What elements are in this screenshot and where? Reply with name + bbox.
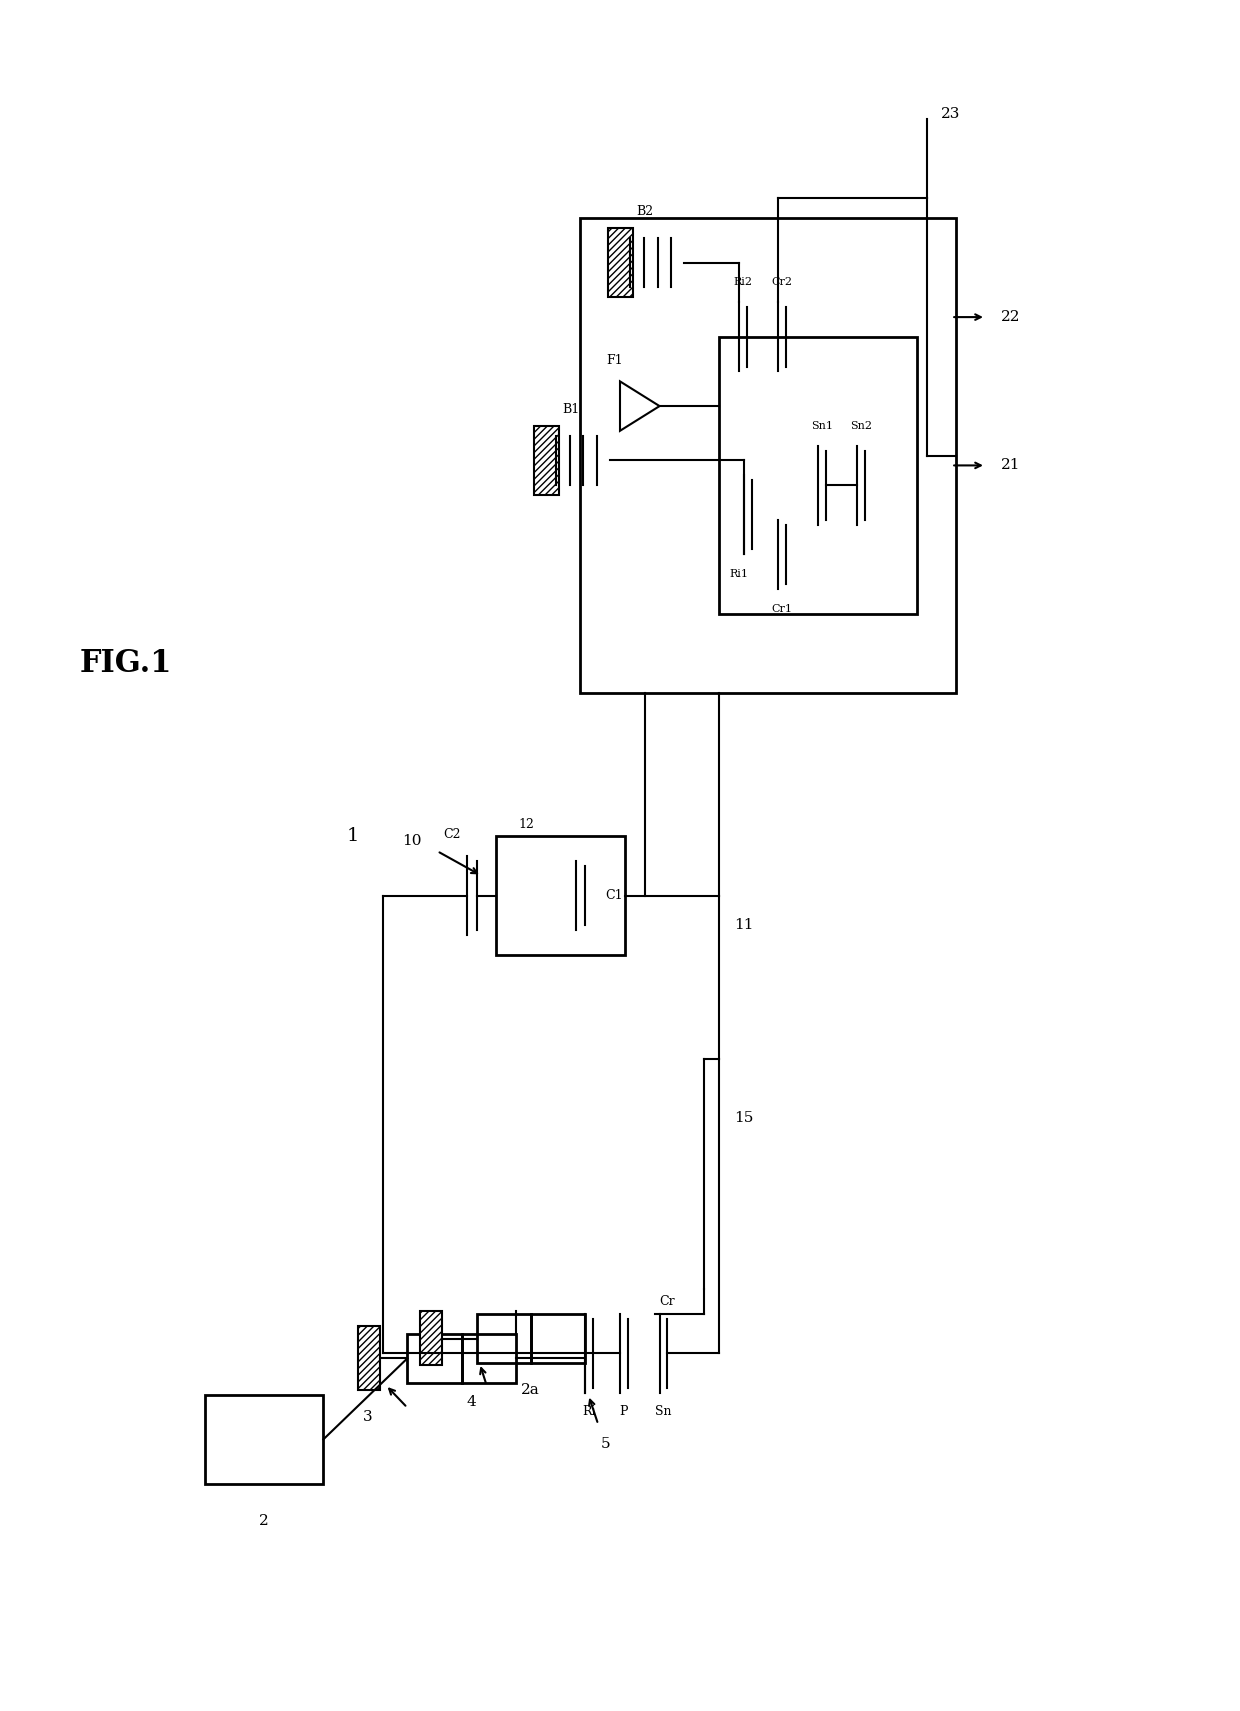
Bar: [408, 1333, 461, 1382]
Text: Ri1: Ri1: [729, 570, 748, 580]
Bar: [205, 1394, 324, 1483]
Text: B2: B2: [636, 205, 653, 219]
Text: Sn2: Sn2: [851, 421, 872, 431]
Bar: [719, 337, 916, 614]
Text: Ri2: Ri2: [733, 277, 753, 287]
Bar: [531, 1314, 585, 1364]
Text: 1: 1: [347, 826, 360, 845]
Text: Sn1: Sn1: [811, 421, 833, 431]
Bar: [476, 1314, 531, 1364]
Bar: [608, 228, 632, 298]
Text: Cr2: Cr2: [771, 277, 792, 287]
Text: P: P: [620, 1405, 629, 1418]
Bar: [534, 426, 559, 494]
Text: 2a: 2a: [521, 1382, 539, 1396]
Text: FIG.1: FIG.1: [79, 648, 172, 679]
Text: 22: 22: [1001, 310, 1021, 323]
Text: 5: 5: [600, 1437, 610, 1451]
Text: C2: C2: [443, 828, 460, 842]
Text: 2: 2: [259, 1514, 269, 1528]
Bar: [496, 837, 625, 955]
Text: 12: 12: [518, 818, 534, 832]
Text: Cr1: Cr1: [771, 604, 792, 614]
Text: Cr: Cr: [660, 1295, 675, 1309]
Text: 21: 21: [1001, 459, 1021, 472]
Text: 10: 10: [403, 835, 422, 849]
Text: B1: B1: [562, 404, 579, 416]
Text: 11: 11: [734, 919, 753, 932]
Text: Sn: Sn: [655, 1405, 672, 1418]
Bar: [358, 1326, 379, 1389]
Bar: [461, 1333, 516, 1382]
Text: F1: F1: [606, 354, 624, 366]
Text: 23: 23: [941, 108, 961, 121]
Bar: [420, 1311, 441, 1365]
Text: 3: 3: [363, 1410, 373, 1424]
Text: 15: 15: [734, 1110, 753, 1126]
Text: C1: C1: [605, 890, 622, 902]
Text: 4: 4: [466, 1394, 476, 1408]
Text: Ri: Ri: [583, 1405, 596, 1418]
Bar: [580, 219, 956, 693]
